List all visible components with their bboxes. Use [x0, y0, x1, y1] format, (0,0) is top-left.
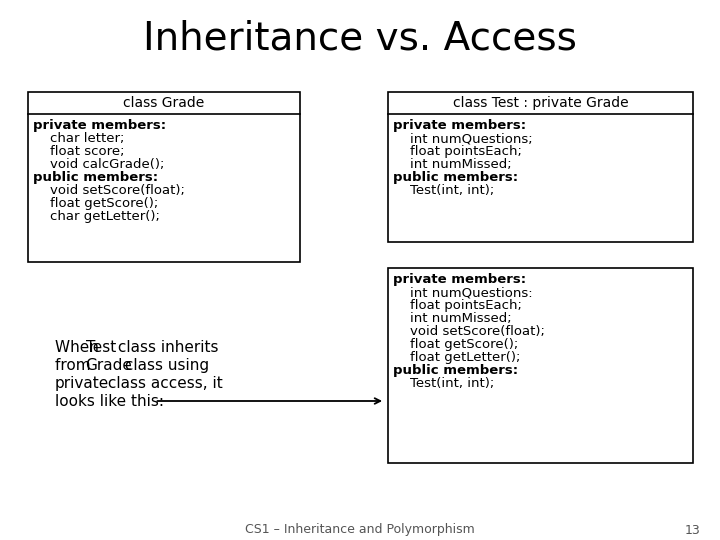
- Text: public members:: public members:: [393, 171, 518, 184]
- Text: 13: 13: [684, 523, 700, 537]
- Text: class Test : private Grade: class Test : private Grade: [453, 96, 629, 110]
- Text: int numMissed;: int numMissed;: [410, 312, 512, 325]
- Text: char letter;: char letter;: [50, 132, 125, 145]
- Text: char getLetter();: char getLetter();: [50, 210, 161, 223]
- Text: looks like this:: looks like this:: [55, 394, 164, 409]
- Bar: [388, 92, 693, 242]
- Text: public members:: public members:: [33, 171, 158, 184]
- Text: public members:: public members:: [393, 364, 518, 377]
- Text: Test(int, int);: Test(int, int);: [410, 377, 495, 390]
- Bar: [388, 268, 693, 463]
- Text: private members:: private members:: [393, 273, 526, 286]
- Text: from: from: [55, 358, 96, 373]
- Text: class Grade: class Grade: [123, 96, 204, 110]
- Text: Inheritance vs. Access: Inheritance vs. Access: [143, 19, 577, 57]
- Text: private members:: private members:: [33, 119, 166, 132]
- Text: float pointsEach;: float pointsEach;: [410, 299, 522, 312]
- Text: int numMissed;: int numMissed;: [410, 158, 512, 171]
- Text: class inherits: class inherits: [113, 340, 218, 355]
- Text: int numQuestions:: int numQuestions:: [410, 286, 533, 299]
- Text: void calcGrade();: void calcGrade();: [50, 158, 165, 171]
- Text: float getLetter();: float getLetter();: [410, 351, 521, 364]
- Text: int numQuestions;: int numQuestions;: [410, 132, 533, 145]
- Text: Grade: Grade: [86, 358, 132, 373]
- Text: float getScore();: float getScore();: [410, 338, 518, 351]
- Text: Test(int, int);: Test(int, int);: [410, 184, 495, 197]
- Text: void setScore(float);: void setScore(float);: [410, 325, 545, 338]
- Text: CS1 – Inheritance and Polymorphism: CS1 – Inheritance and Polymorphism: [245, 523, 475, 537]
- Bar: [28, 92, 300, 262]
- Text: class access, it: class access, it: [103, 376, 222, 391]
- Text: float getScore();: float getScore();: [50, 197, 158, 210]
- Text: float score;: float score;: [50, 145, 125, 158]
- Text: class using: class using: [120, 358, 209, 373]
- Text: float pointsEach;: float pointsEach;: [410, 145, 522, 158]
- Text: Test: Test: [86, 340, 116, 355]
- Text: private members:: private members:: [393, 119, 526, 132]
- Text: When: When: [55, 340, 104, 355]
- Text: private: private: [55, 376, 109, 391]
- Text: void setScore(float);: void setScore(float);: [50, 184, 185, 197]
